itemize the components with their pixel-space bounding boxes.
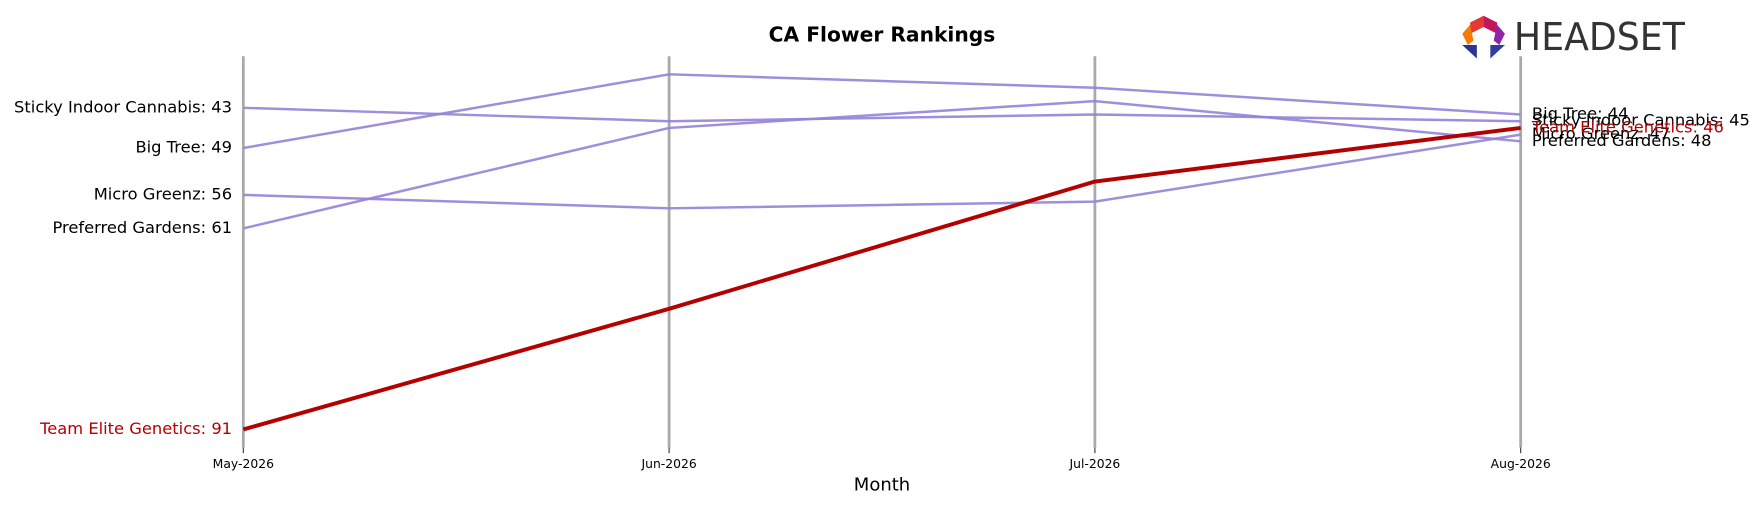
- x-tick-label: Aug-2026: [1491, 457, 1551, 471]
- chart-title: CA Flower Rankings: [769, 22, 996, 46]
- series-line: [243, 106, 1521, 123]
- value-label: Team Elite Genetics: 46: [1531, 117, 1724, 136]
- value-label: Big Tree: 44: [1532, 104, 1629, 123]
- value-label: Team Elite Genetics: 91: [39, 419, 232, 438]
- logo-text: HEADSET: [1514, 16, 1686, 60]
- value-label: Sticky Indoor Cannabis: 45: [1532, 111, 1750, 130]
- value-label: Micro Greenz: 56: [94, 184, 232, 203]
- value-label: Micro Greenz: 47: [1532, 124, 1670, 143]
- series-line: [243, 133, 1521, 210]
- logo-icon: [1493, 24, 1505, 45]
- logo-icon: [1483, 15, 1498, 34]
- logo-icon: [1462, 44, 1477, 59]
- value-label: Big Tree: 49: [135, 138, 232, 157]
- value-label: Sticky Indoor Cannabis: 43: [14, 97, 232, 116]
- logo-icon: [1490, 44, 1505, 59]
- value-label: Preferred Gardens: 61: [52, 218, 232, 237]
- logo-icon: [1462, 24, 1474, 45]
- series-line: [243, 73, 1521, 150]
- x-tick-label: May-2026: [213, 457, 274, 471]
- logo: HEADSET: [1462, 15, 1686, 60]
- series-line: [243, 99, 1521, 230]
- x-axis-label: Month: [854, 475, 910, 496]
- logo-icon: [1470, 15, 1484, 34]
- series-line: [242, 125, 1521, 432]
- x-tick-label: Jul-2026: [1068, 457, 1120, 471]
- x-tick-label: Jun-2026: [640, 457, 696, 471]
- value-label: Preferred Gardens: 48: [1532, 131, 1712, 150]
